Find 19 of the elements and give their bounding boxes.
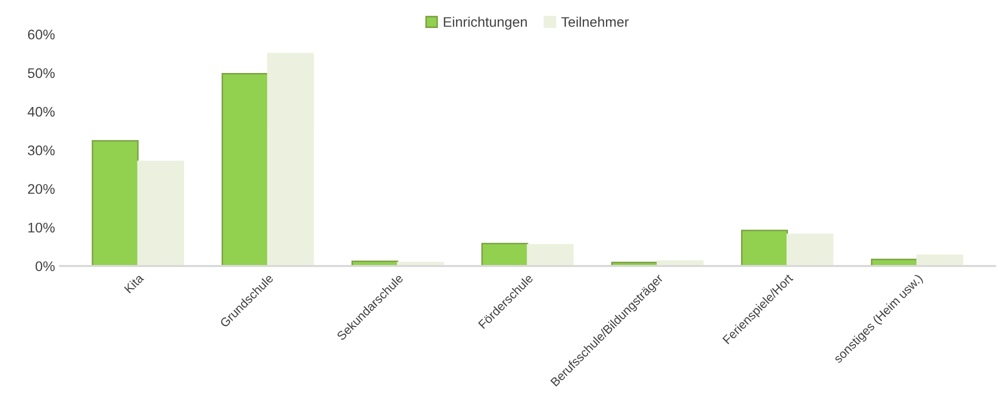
- y-tick-label: 10%: [28, 222, 55, 233]
- y-tick-label: 50%: [28, 68, 55, 78]
- x-tick-label: Kita: [124, 272, 144, 294]
- bar: [267, 52, 314, 266]
- bar: [137, 160, 184, 266]
- y-tick-label: 30%: [28, 145, 55, 156]
- bar: [916, 254, 964, 266]
- bar: [786, 234, 834, 266]
- bar: [222, 72, 268, 266]
- bar: [526, 244, 574, 266]
- y-tick-label: 40%: [28, 106, 55, 117]
- bar: [741, 230, 788, 266]
- y-tick-label: 20%: [28, 184, 55, 194]
- y-tick-label: 60%: [28, 30, 55, 40]
- bar: [92, 140, 139, 266]
- bar: [481, 242, 528, 266]
- legend-label: Teilnehmer: [561, 16, 629, 27]
- legend-label: Einrichtungen: [444, 16, 527, 30]
- y-tick-label: 0%: [36, 261, 55, 272]
